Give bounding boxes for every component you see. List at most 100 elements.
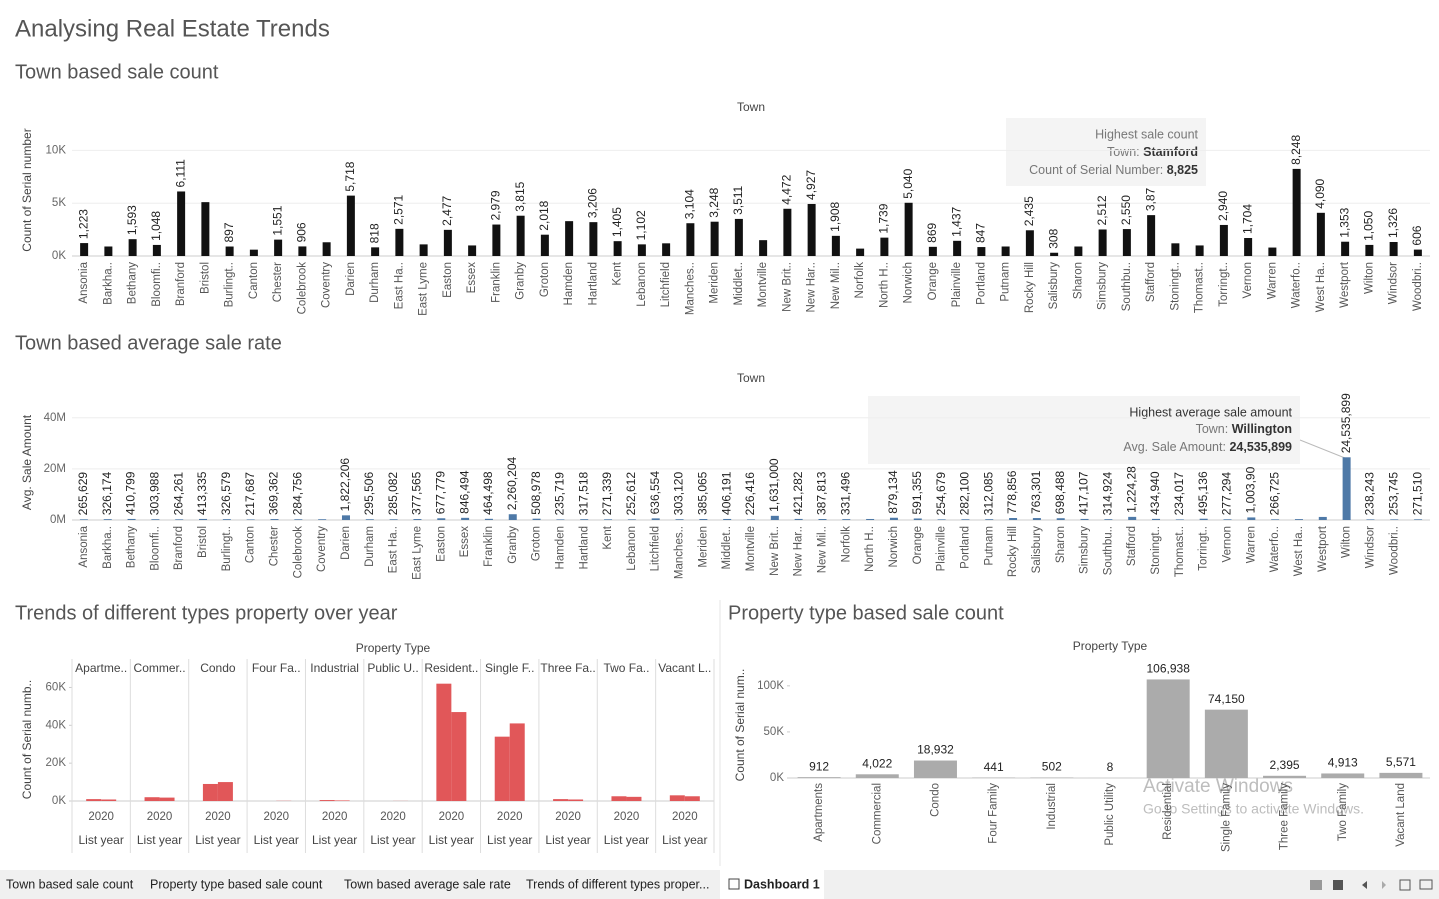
bar (1366, 519, 1375, 520)
x-tick-label: Woodbri.. (1412, 262, 1424, 311)
value-label: 3,104 (683, 189, 697, 219)
bar (341, 515, 350, 520)
x-tick-label: Westport (1339, 261, 1351, 308)
bar (866, 518, 875, 520)
bar (568, 799, 584, 801)
facet-label: Single F.. (485, 661, 534, 675)
bar (734, 218, 743, 256)
bar (395, 228, 404, 256)
bar (1104, 519, 1113, 520)
facet-label: Four Fa.. (252, 661, 301, 675)
bar (159, 797, 175, 801)
bar (1195, 245, 1204, 256)
tooltip-key: Town: (1107, 145, 1143, 159)
x-tick-label: Portland (975, 262, 987, 305)
tab[interactable]: Town based average sale rate (344, 877, 511, 891)
bar (1032, 518, 1041, 520)
tab[interactable]: Property type based sale count (150, 877, 323, 891)
x-tick-label: North H.. (864, 526, 876, 572)
bar (101, 799, 117, 801)
x-tick-label: East Lyme (411, 526, 423, 580)
x-tick-label: Orange (912, 526, 924, 564)
value-label: 2,477 (440, 195, 454, 225)
nav-icon[interactable] (1333, 880, 1343, 890)
x-tick-label: Barkha.. (102, 526, 114, 569)
x-axis-label: List year (545, 833, 590, 847)
x-tick-label: Windsor (1364, 526, 1376, 568)
value-label: 4,927 (804, 170, 818, 200)
bar (1128, 516, 1137, 520)
facet-label: Apartme.. (75, 661, 127, 675)
bar (675, 519, 684, 520)
bar (637, 244, 646, 256)
bar (177, 191, 186, 256)
value-label: 1,048 (149, 211, 163, 241)
value-label: 464,498 (481, 471, 495, 515)
bar (1316, 212, 1325, 256)
x-tick-label: Waterfo.. (1269, 526, 1281, 572)
bar (1414, 519, 1423, 520)
x-tick-label: Woodbri.. (1388, 526, 1400, 575)
bar (1268, 247, 1277, 256)
x-tick-label: 2020 (672, 811, 698, 823)
bar (1199, 518, 1208, 520)
value-label: 271,339 (600, 472, 614, 516)
y-axis-label: Count of Serial numb.. (20, 680, 34, 799)
value-label: 5,718 (343, 161, 357, 191)
bar (492, 224, 501, 256)
nav-icon[interactable] (1310, 880, 1322, 890)
tooltip-line: Avg. Sale Amount: 24,535,899 (1123, 440, 1292, 454)
x-tick-label: New Brit.. (781, 262, 793, 312)
bar (662, 243, 671, 256)
x-tick-label: Norfolk (854, 262, 866, 299)
nav-icon[interactable] (1362, 881, 1367, 889)
tab[interactable]: Dashboard 1 (744, 877, 820, 891)
bar (152, 244, 161, 256)
x-tick-label: Bristol (197, 526, 209, 558)
value-label: 406,191 (719, 471, 733, 515)
nav-icon[interactable] (1419, 879, 1433, 890)
x-axis-label: List year (312, 833, 357, 847)
value-label: 3,815 (513, 181, 527, 211)
x-tick-label: Commercial (871, 783, 883, 844)
x-tick-label: Easton (442, 262, 454, 298)
value-label: 1,631,000 (767, 458, 781, 512)
bar (684, 796, 700, 801)
nav-icon[interactable] (1399, 879, 1411, 891)
bar (201, 202, 210, 256)
bar (686, 223, 695, 256)
value-label: 314,924 (1101, 471, 1115, 515)
bar (270, 519, 279, 520)
bar (855, 774, 899, 778)
bar (856, 248, 865, 256)
bar (225, 246, 234, 256)
value-label: 591,355 (910, 471, 924, 515)
value-label: 385,065 (696, 471, 710, 515)
value-label: 4,090 (1313, 178, 1327, 208)
x-tick-label: Rocky Hill (1024, 262, 1036, 313)
x-tick-label: West Ha.. (1315, 262, 1327, 312)
value-label: 266,725 (1267, 472, 1281, 516)
bar (842, 519, 851, 520)
bar (889, 517, 898, 520)
value-label: 308 (1046, 228, 1060, 248)
x-tick-label: Residential (1162, 783, 1174, 840)
bar (807, 203, 816, 256)
tab[interactable]: Trends of different types proper... (526, 877, 709, 891)
tab[interactable]: Town based sale count (6, 877, 134, 891)
tooltip-box (868, 396, 1300, 464)
bar (1122, 229, 1131, 256)
x-tick-label: 2020 (439, 811, 465, 823)
nav-icon[interactable] (1382, 881, 1386, 889)
value-label: 331,496 (838, 471, 852, 515)
x-tick-label: Litchfield (650, 526, 662, 571)
tab-bar (0, 870, 1439, 899)
active-tab (720, 870, 824, 899)
x-tick-label: Meriden (709, 262, 721, 304)
header: Town (737, 100, 765, 114)
x-tick-label: Sharon (1072, 262, 1084, 299)
x-tick-label: Plainville (951, 262, 963, 307)
bar (322, 242, 331, 256)
facet-label: Condo (200, 661, 236, 675)
